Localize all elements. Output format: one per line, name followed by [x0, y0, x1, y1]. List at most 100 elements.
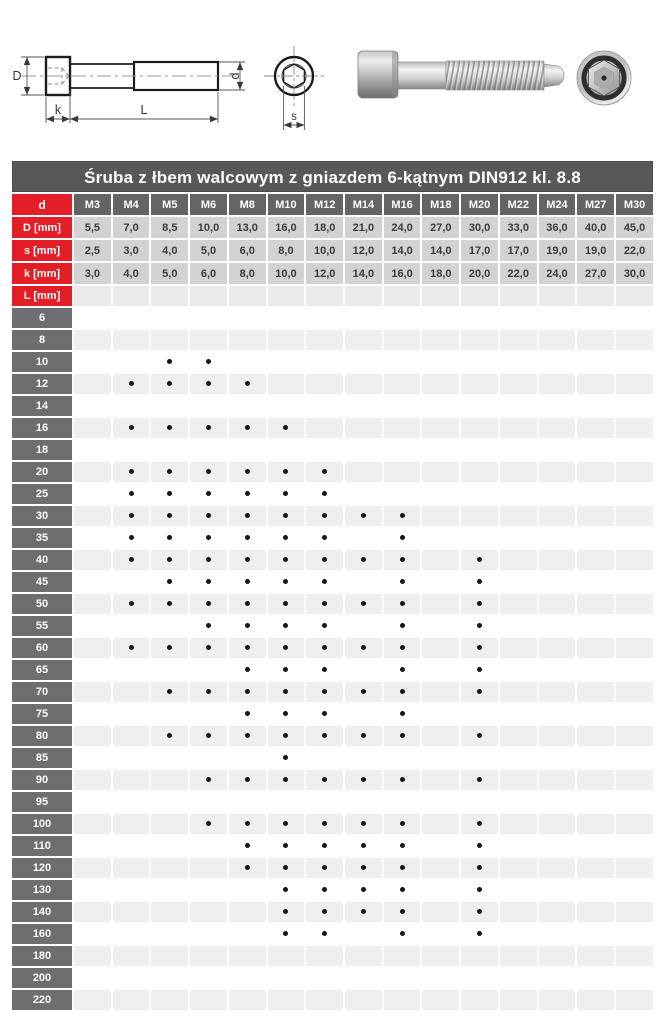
- length-section-cell: [538, 286, 576, 306]
- availability-cell: [190, 946, 227, 966]
- availability-cell: [616, 484, 653, 504]
- availability-cell: [228, 374, 266, 394]
- dimension-value: 5,5: [74, 217, 111, 238]
- availability-cell: [345, 616, 382, 636]
- availability-cell: [112, 836, 150, 856]
- availability-cell: [499, 396, 537, 416]
- availability-cell: [228, 572, 266, 592]
- availability-dot: [360, 909, 366, 915]
- availability-cell: [267, 594, 305, 614]
- availability-dot: [360, 777, 366, 783]
- availability-cell: [112, 462, 150, 482]
- availability-cell: [267, 638, 305, 658]
- availability-cell: [538, 550, 576, 570]
- availability-cell: [538, 528, 576, 548]
- availability-cell: [461, 616, 498, 636]
- length-row-label: 110: [12, 836, 72, 856]
- availability-dot: [206, 513, 212, 519]
- availability-cell: [306, 990, 344, 1010]
- availability-cell: [422, 792, 460, 812]
- availability-dot: [283, 821, 289, 827]
- availability-dot: [167, 491, 173, 497]
- length-row-label: 120: [12, 858, 72, 878]
- availability-cell: [267, 814, 305, 834]
- availability-cell: [616, 660, 653, 680]
- length-section-cell: [461, 286, 498, 306]
- availability-cell: [616, 550, 653, 570]
- availability-cell: [499, 616, 537, 636]
- availability-cell: [577, 594, 615, 614]
- technical-drawing-side-view: D k L d: [12, 55, 245, 123]
- availability-cell: [345, 506, 382, 526]
- availability-cell: [616, 572, 653, 592]
- availability-cell: [461, 682, 498, 702]
- length-section-cell: [151, 286, 189, 306]
- availability-cell: [461, 836, 498, 856]
- availability-cell: [616, 616, 653, 636]
- availability-cell: [267, 704, 305, 724]
- length-row-18: 18: [12, 440, 653, 460]
- availability-cell: [538, 924, 576, 944]
- dimension-value: 10,0: [190, 217, 227, 238]
- availability-cell: [190, 858, 227, 878]
- availability-cell: [112, 330, 150, 350]
- availability-cell: [461, 660, 498, 680]
- availability-cell: [616, 506, 653, 526]
- availability-cell: [422, 704, 460, 724]
- length-row-label: 130: [12, 880, 72, 900]
- availability-cell: [383, 528, 421, 548]
- availability-cell: [577, 814, 615, 834]
- availability-cell: [616, 374, 653, 394]
- availability-cell: [577, 990, 615, 1010]
- end-dark-ring: [581, 55, 627, 101]
- availability-cell: [151, 660, 189, 680]
- availability-cell: [499, 704, 537, 724]
- availability-cell: [306, 704, 344, 724]
- availability-cell: [267, 858, 305, 878]
- availability-cell: [345, 660, 382, 680]
- availability-cell: [577, 792, 615, 812]
- availability-cell: [383, 462, 421, 482]
- availability-cell: [345, 792, 382, 812]
- availability-cell: [306, 836, 344, 856]
- dimension-value: 3,0: [74, 263, 111, 284]
- availability-dot: [244, 821, 250, 827]
- availability-cell: [267, 528, 305, 548]
- availability-cell: [616, 946, 653, 966]
- length-row-90: 90: [12, 770, 653, 790]
- availability-cell: [345, 638, 382, 658]
- availability-cell: [616, 726, 653, 746]
- column-header-M14: M14: [345, 194, 382, 215]
- availability-cell: [345, 594, 382, 614]
- availability-cell: [74, 374, 111, 394]
- dimension-label-D: D: [12, 69, 21, 83]
- availability-cell: [383, 308, 421, 328]
- availability-cell: [267, 990, 305, 1010]
- availability-cell: [538, 616, 576, 636]
- dimension-value: 18,0: [422, 263, 460, 284]
- availability-dot: [322, 909, 328, 915]
- dimension-value: 14,0: [422, 240, 460, 261]
- availability-cell: [151, 836, 189, 856]
- availability-cell: [345, 748, 382, 768]
- availability-cell: [422, 902, 460, 922]
- availability-cell: [190, 748, 227, 768]
- availability-cell: [228, 726, 266, 746]
- availability-cell: [267, 396, 305, 416]
- availability-dot: [477, 557, 483, 563]
- availability-cell: [112, 396, 150, 416]
- dimension-row-label: k [mm]: [12, 263, 72, 284]
- availability-cell: [499, 814, 537, 834]
- availability-cell: [422, 880, 460, 900]
- dimension-value: 30,0: [461, 217, 498, 238]
- availability-dot: [360, 645, 366, 651]
- availability-cell: [228, 462, 266, 482]
- availability-dot: [244, 645, 250, 651]
- column-header-M10: M10: [267, 194, 305, 215]
- availability-cell: [577, 902, 615, 922]
- availability-dot: [206, 689, 212, 695]
- photo-tip: [543, 63, 565, 88]
- dimension-row: s [mm] 2,5 3,0 4,0 5,0 6,0 8,0 10,0 12,0 14,0 14,0…: [12, 240, 653, 261]
- availability-cell: [112, 616, 150, 636]
- availability-dot: [128, 513, 134, 519]
